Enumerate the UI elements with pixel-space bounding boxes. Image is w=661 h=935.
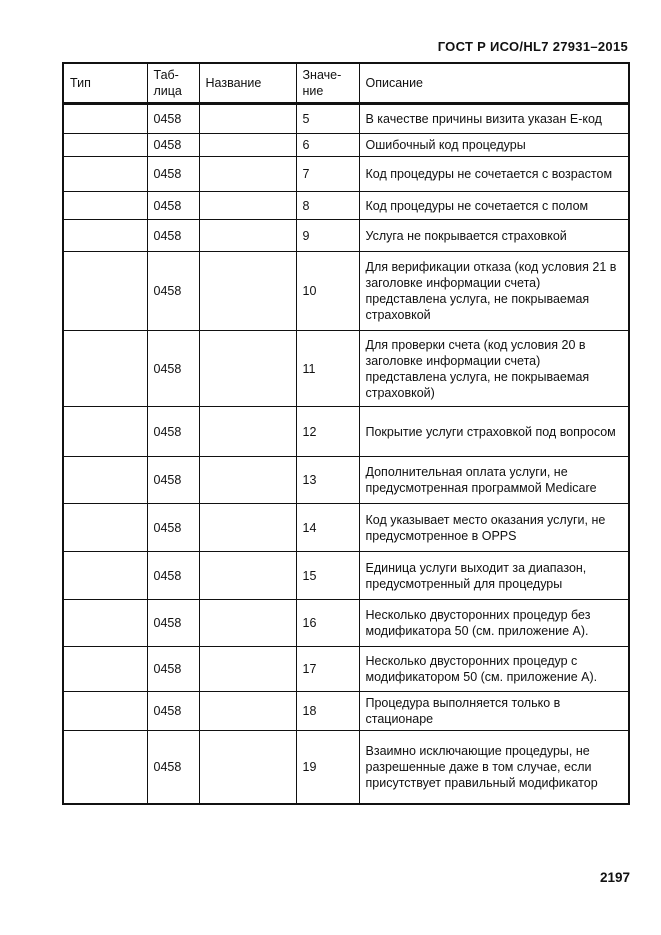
table-row: 0458 10 Для верификации отказа (код усло… [62,251,630,331]
standard-number-header: ГОСТ Р ИСО/HL7 27931–2015 [437,39,628,54]
table-row: 0458 8 Код процедуры не сочетается с пол… [62,191,630,220]
cell-type [62,103,148,134]
cell-value: 15 [295,551,360,600]
cell-value: 12 [295,406,360,457]
cell-name [198,219,297,252]
cell-description: Несколько двусторонних процедур с модифи… [358,646,630,692]
cell-type [62,551,148,600]
cell-description: Код указывает место оказания услуги, не … [358,503,630,552]
cell-description: Код процедуры не сочетается с возрастом [358,156,630,192]
cell-table: 0458 [146,133,200,157]
table-row: 0458 6 Ошибочный код процедуры [62,133,630,157]
cell-value: 13 [295,456,360,504]
cell-description: В качестве причины визита указан E-код [358,103,630,134]
table-row: 0458 16 Несколько двусторонних процедур … [62,599,630,647]
cell-type [62,456,148,504]
table-row: 0458 15 Единица услуги выходит за диапаз… [62,551,630,600]
cell-type [62,330,148,407]
page-number: 2197 [599,870,630,885]
cell-description: Единица услуги выходит за диапазон, пред… [358,551,630,600]
cell-table: 0458 [146,456,200,504]
col-header-type: Тип [62,62,148,105]
cell-name [198,503,297,552]
cell-table: 0458 [146,103,200,134]
cell-name [198,691,297,731]
cell-table: 0458 [146,551,200,600]
cell-value: 5 [295,103,360,134]
cell-type [62,251,148,331]
cell-type [62,133,148,157]
cell-type [62,730,148,804]
cell-description: Для проверки счета (код условия 20 в заг… [358,330,630,407]
cell-description: Несколько двусторонних процедур без моди… [358,599,630,647]
cell-description: Взаимно исключающие процедуры, не разреш… [358,730,630,804]
cell-name [198,730,297,804]
col-header-table: Таб- лица [146,62,200,105]
cell-value: 9 [295,219,360,252]
table-row: 0458 11 Для проверки счета (код условия … [62,330,630,407]
cell-table: 0458 [146,691,200,731]
cell-name [198,156,297,192]
cell-value: 11 [295,330,360,407]
cell-description: Дополнительная оплата услуги, не предусм… [358,456,630,504]
cell-value: 18 [295,691,360,731]
table-row: 0458 9 Услуга не покрывается страховкой [62,219,630,252]
cell-value: 14 [295,503,360,552]
cell-value: 17 [295,646,360,692]
cell-value: 8 [295,191,360,220]
table-row: 0458 5 В качестве причины визита указан … [62,103,630,134]
cell-name [198,191,297,220]
cell-name [198,599,297,647]
cell-value: 10 [295,251,360,331]
cell-table: 0458 [146,191,200,220]
cell-table: 0458 [146,330,200,407]
cell-type [62,691,148,731]
cell-name [198,551,297,600]
cell-name [198,103,297,134]
cell-table: 0458 [146,646,200,692]
cell-table: 0458 [146,503,200,552]
cell-description: Для верификации отказа (код условия 21 в… [358,251,630,331]
table-row: 0458 13 Дополнительная оплата услуги, не… [62,456,630,504]
cell-type [62,599,148,647]
cell-type [62,219,148,252]
cell-description: Покрытие услуги страховкой под вопросом [358,406,630,457]
cell-name [198,646,297,692]
cell-table: 0458 [146,251,200,331]
cell-table: 0458 [146,219,200,252]
codes-table: Тип Таб- лица Название Значе- ние Описан… [62,62,630,805]
cell-table: 0458 [146,599,200,647]
cell-name [198,133,297,157]
cell-type [62,646,148,692]
cell-table: 0458 [146,406,200,457]
cell-name [198,330,297,407]
cell-table: 0458 [146,730,200,804]
table-row: 0458 19 Взаимно исключающие процедуры, н… [62,730,630,804]
cell-description: Ошибочный код процедуры [358,133,630,157]
table-row: 0458 18 Процедура выполняется только в с… [62,691,630,731]
col-header-description: Описание [358,62,630,105]
cell-value: 7 [295,156,360,192]
cell-description: Услуга не покрывается страховкой [358,219,630,252]
col-header-name: Название [198,62,297,105]
cell-name [198,456,297,504]
cell-type [62,191,148,220]
cell-description: Код процедуры не сочетается с полом [358,191,630,220]
table-row: 0458 12 Покрытие услуги страховкой под в… [62,406,630,457]
table-row: 0458 7 Код процедуры не сочетается с воз… [62,156,630,192]
cell-description: Процедура выполняется только в стационар… [358,691,630,731]
cell-type [62,503,148,552]
cell-value: 19 [295,730,360,804]
cell-type [62,156,148,192]
cell-type [62,406,148,457]
table-header-row: Тип Таб- лица Название Значе- ние Описан… [62,62,630,105]
table-row: 0458 14 Код указывает место оказания усл… [62,503,630,552]
cell-name [198,251,297,331]
cell-value: 16 [295,599,360,647]
cell-name [198,406,297,457]
table-row: 0458 17 Несколько двусторонних процедур … [62,646,630,692]
cell-value: 6 [295,133,360,157]
col-header-value: Значе- ние [295,62,360,105]
cell-table: 0458 [146,156,200,192]
